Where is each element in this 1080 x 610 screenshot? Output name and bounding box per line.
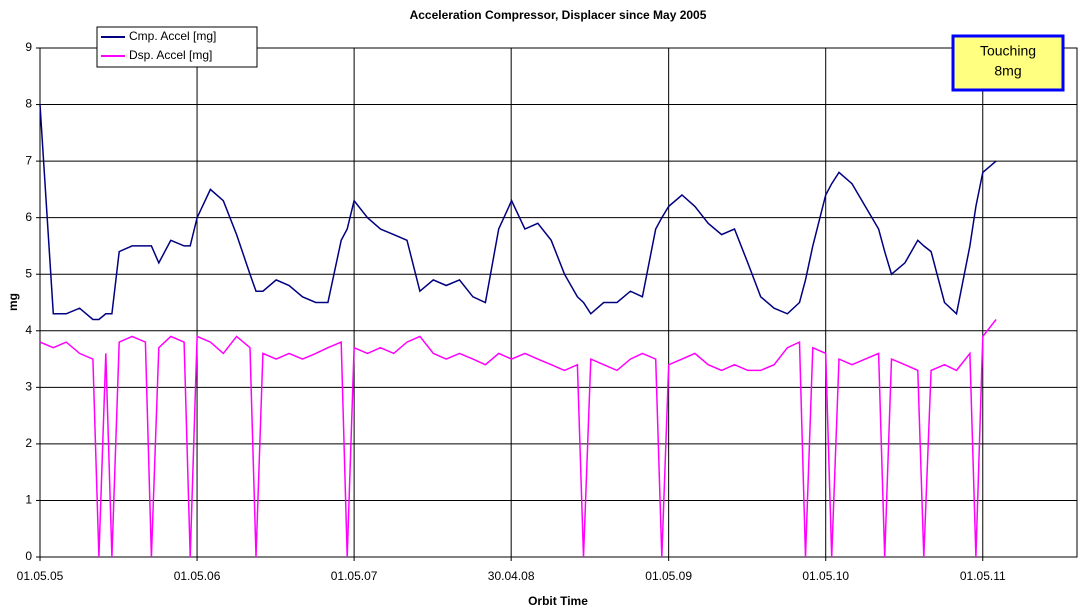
- y-tick-label: 3: [25, 380, 32, 394]
- annotation-text: 8mg: [994, 63, 1021, 79]
- y-tick-label: 1: [25, 493, 32, 507]
- y-tick-label: 5: [25, 266, 32, 280]
- x-tick-label: 01.05.11: [960, 569, 1006, 583]
- data-line: [39, 319, 997, 558]
- chart-title: Acceleration Compressor, Displacer since…: [410, 8, 707, 22]
- legend-label: Dsp. Accel [mg]: [129, 48, 212, 62]
- y-tick-label: 6: [25, 210, 32, 224]
- x-tick-label: 01.05.06: [174, 569, 221, 583]
- y-tick-label: 9: [25, 40, 32, 54]
- plot-area: [39, 47, 1078, 558]
- data-line: [39, 104, 997, 321]
- legend-box: [96, 26, 258, 68]
- y-tick-label: 0: [25, 549, 32, 563]
- y-tick-label: 7: [25, 153, 32, 167]
- y-tick-label: 8: [25, 97, 32, 111]
- annotation-box: [951, 34, 1065, 92]
- x-tick-label: 01.05.10: [802, 569, 849, 583]
- annotation-text: Touching: [980, 43, 1036, 59]
- x-tick-label: 30.04.08: [488, 569, 535, 583]
- x-tick-label: 01.05.07: [331, 569, 378, 583]
- y-axis-label: mg: [6, 293, 20, 311]
- y-tick-label: 4: [25, 323, 32, 337]
- x-axis-label: Orbit Time: [528, 594, 588, 608]
- y-tick-label: 2: [25, 436, 32, 450]
- legend-label: Cmp. Accel [mg]: [129, 29, 216, 43]
- x-tick-label: 01.05.09: [645, 569, 692, 583]
- x-tick-label: 01.05.05: [17, 569, 64, 583]
